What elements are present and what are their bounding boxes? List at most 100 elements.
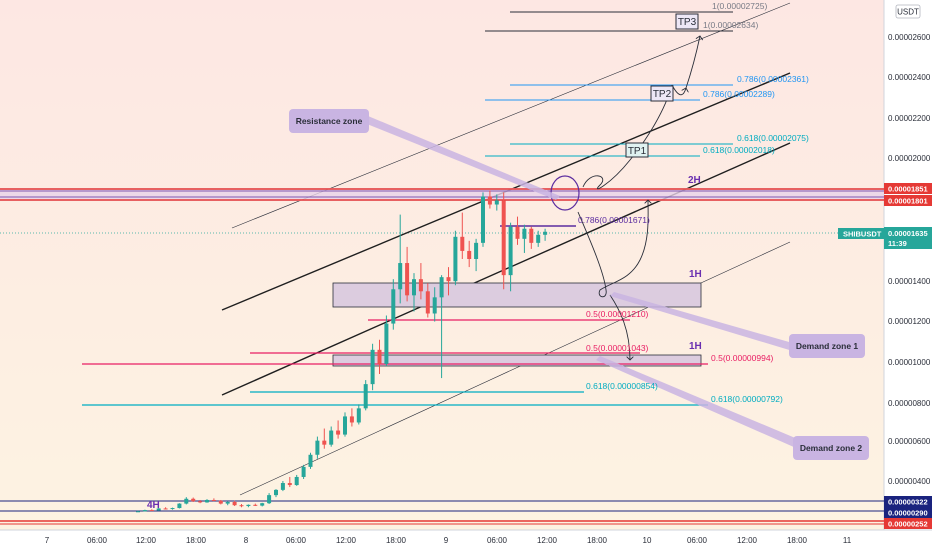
candle-body xyxy=(136,511,140,513)
candle-body xyxy=(156,508,161,511)
fib-label-tp1-upper: 0.618(0.00002075) xyxy=(737,133,809,143)
price-tag-red-bottom: 0.00000252 xyxy=(888,520,928,529)
candle-body xyxy=(184,498,189,504)
candle-body xyxy=(149,510,154,512)
time-axis-tick-label: 18:00 xyxy=(186,536,207,545)
candle-body xyxy=(494,200,499,205)
price-tag-red-2: 0.00001801 xyxy=(888,197,928,206)
candle-body xyxy=(439,277,444,298)
candle-body xyxy=(343,416,347,435)
projection-path-2 xyxy=(577,200,648,298)
price-axis-tick-label: 0.00000600 xyxy=(888,437,931,446)
candle-body xyxy=(170,508,175,510)
candle-body xyxy=(425,291,430,314)
candle-body xyxy=(446,277,451,282)
price-tag-navy-1: 0.00000322 xyxy=(888,498,928,507)
price-axis-tick-label: 0.00002400 xyxy=(888,73,931,82)
tp3-label: TP3 xyxy=(678,17,697,28)
projection-path-tp2 xyxy=(671,84,686,96)
candle-body xyxy=(453,236,458,282)
price-tag-symbol: SHIBUSDT xyxy=(843,230,882,239)
demand-zone-2-pointer xyxy=(596,356,800,448)
candle-body xyxy=(487,196,492,205)
fib-label-tp3-upper: 1(0.00002725) xyxy=(712,1,767,11)
candle-body xyxy=(474,242,479,259)
price-tag-navy-2-bg xyxy=(884,507,932,518)
fib-label-05-c: 0.5(0.00000994) xyxy=(711,353,774,363)
price-axis-tick-label: 0.00001400 xyxy=(888,277,931,286)
candle-body xyxy=(205,499,209,503)
fib-label-tp3-lower: 1(0.00002634) xyxy=(703,20,758,30)
price-axis-tick-label: 0.00001200 xyxy=(888,317,931,326)
timeframe-label-4h: 4H xyxy=(147,500,160,511)
currency-label: USDT xyxy=(897,8,919,17)
fib-label-0618-b: 0.618(0.00000792) xyxy=(711,394,783,404)
price-axis-tick-label: 0.00002200 xyxy=(888,114,931,123)
candle-body xyxy=(460,236,465,251)
candle-body xyxy=(418,279,423,292)
candle-body xyxy=(315,440,320,455)
tp2-label: TP2 xyxy=(653,89,672,100)
candle-body xyxy=(467,250,472,259)
price-tag-countdown: 11:39 xyxy=(888,239,907,248)
candle-body xyxy=(246,504,251,507)
time-axis-tick-label: 12:00 xyxy=(537,536,558,545)
candle-body xyxy=(384,323,389,364)
candle-body xyxy=(232,501,237,506)
fib-label-tp2-upper: 0.786(0.00002361) xyxy=(737,74,809,84)
time-axis-tick-label: 8 xyxy=(244,536,249,545)
candle-body xyxy=(363,384,368,409)
time-axis-tick-label: 18:00 xyxy=(386,536,407,545)
candles-group xyxy=(136,190,548,513)
timeframe-label-1h-b: 1H xyxy=(689,341,702,352)
resistance-zone-callout xyxy=(289,109,369,133)
demand-zone-1-pointer xyxy=(610,292,796,352)
time-axis-tick-label: 18:00 xyxy=(587,536,608,545)
candle-body xyxy=(280,483,285,490)
price-tag-red-top: 0.00001851 xyxy=(888,185,928,194)
time-axis-tick-label: 12:00 xyxy=(336,536,357,545)
candle-body xyxy=(267,495,272,504)
candle-body xyxy=(370,349,375,385)
time-axis-tick-label: 7 xyxy=(45,536,50,545)
candle-body xyxy=(398,263,403,290)
candle-body xyxy=(515,226,520,239)
candle-body xyxy=(142,510,147,512)
candle-body xyxy=(294,476,299,486)
demand-zone-2-box xyxy=(332,354,702,367)
candle-body xyxy=(308,454,313,467)
candle-body xyxy=(198,501,203,503)
candle-body xyxy=(225,501,230,504)
candle-body xyxy=(536,234,541,243)
time-axis-ticks: 7 06:00 12:00 18:00 8 06:00 12:00 18:00 9 06:00 12… xyxy=(45,536,852,545)
candle-body xyxy=(163,508,168,510)
candle-body xyxy=(274,489,278,496)
price-axis-tick-label: 0.00001000 xyxy=(888,358,931,367)
price-axis-tick-label: 0.00002000 xyxy=(888,154,931,163)
resistance-zone-label: Resistance zone xyxy=(296,116,363,126)
time-axis-tick-label: 12:00 xyxy=(737,536,758,545)
time-axis-tick-label: 9 xyxy=(444,536,449,545)
fib-label-0618-a: 0.618(0.00000854) xyxy=(586,381,658,391)
time-axis-tick-label: 06:00 xyxy=(286,536,307,545)
candle-body xyxy=(391,289,396,324)
time-axis-tick-label: 12:00 xyxy=(136,536,157,545)
fib-label-0786: 0.786(0.00001671) xyxy=(578,215,650,225)
price-axis-tick-label: 0.00000800 xyxy=(888,399,931,408)
candle-body xyxy=(377,349,382,364)
tp1-label: TP1 xyxy=(628,146,647,157)
candle-body xyxy=(239,505,244,507)
candle-body xyxy=(177,503,182,509)
projection-path-tp3 xyxy=(685,36,700,89)
resistance-zone-band xyxy=(0,188,884,201)
resistance-zone-pointer xyxy=(362,116,560,200)
candle-body xyxy=(329,430,334,445)
price-axis-tick-label: 0.00002600 xyxy=(888,33,931,42)
fib-label-tp2-lower: 0.786(0.00002289) xyxy=(703,89,775,99)
candle-body xyxy=(349,416,354,423)
candle-body xyxy=(481,196,485,243)
time-axis-tick-label: 10 xyxy=(643,536,652,545)
time-axis-tick-label: 18:00 xyxy=(787,536,808,545)
